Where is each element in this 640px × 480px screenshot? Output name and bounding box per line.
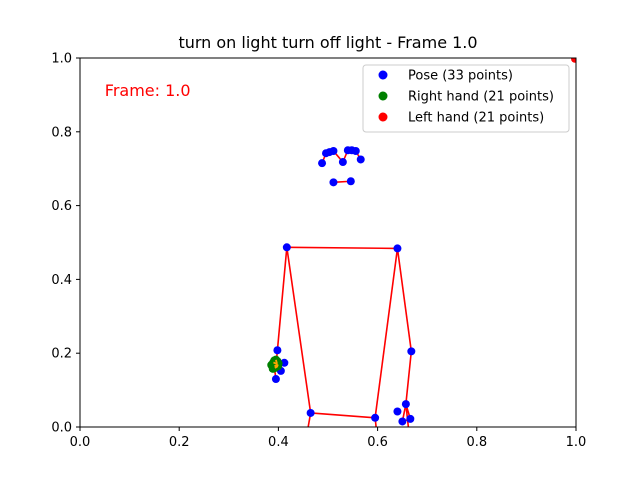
- x-tick-label: 1.0: [566, 435, 587, 450]
- y-tick-label: 0.6: [51, 199, 72, 214]
- pose-connection-line: [286, 246, 398, 250]
- y-tick-label: 0.4: [51, 273, 72, 288]
- pose-point: [346, 177, 355, 186]
- x-tick-label: 0.0: [70, 435, 91, 450]
- pose-connection-line: [286, 247, 312, 414]
- left-hand-point: [571, 58, 576, 63]
- frame-annotation: Frame: 1.0: [105, 81, 191, 100]
- x-tick-label: 0.6: [367, 435, 388, 450]
- y-tick-label: 0.0: [51, 421, 72, 436]
- pose-point: [406, 414, 415, 423]
- pose-point: [273, 346, 282, 355]
- pose-point: [271, 375, 280, 384]
- x-tick-label: 0.8: [466, 435, 487, 450]
- legend-label: Right hand (21 points): [408, 90, 554, 105]
- pose-point: [329, 146, 338, 155]
- pose-connection-line: [276, 247, 288, 351]
- y-tick-label: 0.2: [51, 347, 72, 362]
- pose-point: [282, 243, 291, 252]
- right-hand-connection-line: [274, 365, 279, 369]
- legend-label: Left hand (21 points): [408, 111, 544, 126]
- pose-point: [401, 400, 410, 409]
- pose-point: [306, 408, 315, 417]
- pose-connection-line: [310, 412, 376, 419]
- pose-connection-line: [405, 351, 413, 405]
- legend-marker: [378, 91, 388, 101]
- right-hand-connection-line: [274, 364, 279, 367]
- legend-marker: [378, 70, 388, 80]
- pose-connection-line: [374, 248, 399, 418]
- pose-point: [318, 159, 327, 168]
- x-tick-label: 0.2: [169, 435, 190, 450]
- y-tick-label: 1.0: [51, 52, 72, 67]
- legend-box: [362, 64, 570, 133]
- pose-point: [329, 178, 338, 187]
- y-axis: 0.0 0.2 0.4 0.6 0.8 1.0: [51, 52, 80, 436]
- pose-point: [351, 146, 360, 155]
- y-tick-label: 0.8: [51, 125, 72, 140]
- chart-title: turn on light turn off light - Frame 1.0: [178, 33, 477, 52]
- pose-point: [398, 417, 407, 426]
- right-hand-connection-line: [273, 361, 278, 366]
- x-axis: 0.0 0.2 0.4 0.6 0.8 1.0: [70, 427, 587, 450]
- pose-point: [356, 155, 365, 164]
- x-tick-label: 0.4: [268, 435, 289, 450]
- right-hand-connection-line: [275, 359, 278, 364]
- legend: Pose (33 points) Right hand (21 points) Le…: [362, 64, 570, 133]
- legend-marker: [378, 112, 388, 122]
- pose-connection-line: [396, 248, 413, 352]
- pose-point: [371, 413, 380, 422]
- pose-point: [393, 407, 402, 416]
- pose-point: [407, 347, 416, 356]
- right-hand-connections: [273, 359, 279, 369]
- legend-label: Pose (33 points): [408, 69, 513, 84]
- pose-point: [338, 158, 347, 167]
- plot-frame: [79, 57, 577, 428]
- pose-point: [393, 244, 402, 253]
